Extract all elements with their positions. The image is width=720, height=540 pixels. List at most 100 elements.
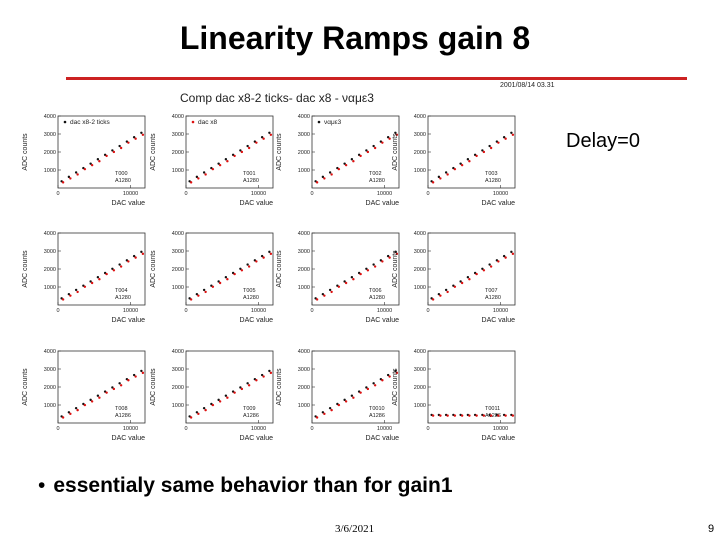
data-point-red [366, 269, 370, 272]
data-point-black [67, 411, 71, 414]
y-tick-label: 1000 [172, 168, 184, 174]
data-point-red [344, 281, 348, 285]
data-point-red [504, 137, 507, 140]
y-axis-label: ADC counts [22, 133, 29, 171]
data-point-red [218, 281, 222, 285]
data-point-red [337, 403, 341, 407]
data-point-red [197, 294, 200, 297]
data-point-red [511, 133, 515, 136]
data-point-red [315, 416, 319, 419]
x-tick-label: 10000 [377, 426, 392, 432]
y-tick-label: 3000 [298, 249, 310, 255]
y-tick-label: 4000 [44, 349, 56, 355]
data-point-red [204, 173, 207, 176]
y-axis-label: ADC counts [276, 133, 283, 171]
data-point-black [132, 135, 136, 139]
plot-frame [427, 232, 516, 306]
x-tick-label: 10000 [377, 308, 392, 314]
data-point-red [83, 167, 87, 171]
data-point-red [233, 154, 236, 158]
panel-label: T005 [243, 288, 256, 294]
data-point-red [381, 141, 384, 144]
y-tick-label: 3000 [414, 367, 426, 373]
data-point-black [350, 276, 354, 279]
data-point-black [239, 267, 242, 270]
data-point-black [481, 267, 484, 270]
y-tick-label: 3000 [44, 249, 56, 255]
data-point-red [511, 252, 515, 256]
plot-header: Comp dac x8-2 ticks- dac x8 - ναμε3 [180, 91, 374, 105]
plot-frame [427, 350, 516, 424]
y-tick-label: 1000 [172, 285, 184, 291]
data-point-black [224, 394, 228, 397]
panel-sublabel: A1280 [115, 178, 131, 184]
data-point-red [497, 260, 500, 263]
data-point-red [127, 141, 130, 144]
x-tick-label: 0 [184, 426, 187, 432]
data-point-black [217, 280, 220, 283]
data-point-black [328, 288, 332, 292]
x-tick-label: 10000 [493, 308, 508, 314]
data-point-red [439, 177, 442, 180]
data-point-black [343, 280, 346, 283]
panel-sublabel: A1280 [485, 295, 501, 301]
data-point-black [321, 292, 325, 296]
x-axis-label: DAC value [482, 317, 516, 324]
y-axis-label: ADC counts [150, 368, 157, 406]
y-axis-label: ADC counts [150, 250, 157, 288]
data-point-red [446, 414, 449, 417]
data-point-black [89, 162, 92, 165]
data-point-red [388, 137, 391, 140]
data-point-red [269, 133, 273, 136]
x-tick-label: 10000 [493, 426, 508, 432]
data-point-black [268, 250, 271, 254]
data-point-black [510, 131, 513, 134]
y-tick-label: 4000 [298, 231, 310, 237]
data-point-black [202, 171, 206, 174]
data-point-black [96, 158, 100, 161]
panel-sublabel: A1280 [243, 295, 259, 301]
bullet-line: • essentialy same behavior than for gain1 [38, 474, 453, 498]
y-tick-label: 2000 [44, 385, 56, 391]
panel-sublabel: A1280 [115, 295, 131, 301]
y-tick-label: 4000 [172, 231, 184, 237]
x-axis-label: DAC value [112, 317, 146, 324]
x-tick-label: 0 [310, 191, 313, 197]
data-point-red [373, 146, 377, 150]
data-point-red [240, 269, 244, 272]
data-point-black [74, 406, 78, 410]
y-tick-label: 3000 [298, 132, 310, 138]
data-point-black [67, 292, 71, 296]
y-tick-label: 3000 [172, 367, 184, 373]
data-point-black [202, 288, 206, 292]
x-axis-label: DAC value [366, 435, 400, 442]
data-point-red [119, 384, 123, 387]
data-point-red [240, 150, 244, 154]
plot-frame [311, 232, 400, 306]
x-axis-label: DAC value [240, 317, 274, 324]
data-point-black [260, 254, 264, 258]
data-point-red [218, 163, 222, 167]
data-point-red [344, 400, 348, 403]
plot-frame [311, 115, 400, 189]
plot-frame [57, 115, 146, 189]
data-point-black [67, 175, 71, 179]
x-axis-label: DAC value [366, 317, 400, 324]
data-point-black [246, 144, 249, 148]
data-point-black [268, 369, 271, 373]
panel-label: T009 [243, 406, 256, 412]
data-point-black [260, 135, 264, 139]
data-point-red [269, 252, 273, 256]
plot-frame [185, 115, 274, 189]
data-point-red [330, 290, 333, 294]
data-point-red [262, 375, 265, 378]
data-point-black [481, 149, 484, 152]
data-point-black [260, 373, 264, 377]
data-point-black [239, 386, 242, 389]
data-point-red [468, 414, 471, 417]
data-point-red [105, 272, 108, 276]
data-point-black [195, 411, 199, 414]
y-tick-label: 1000 [298, 285, 310, 291]
y-axis-label: ADC counts [276, 368, 283, 406]
